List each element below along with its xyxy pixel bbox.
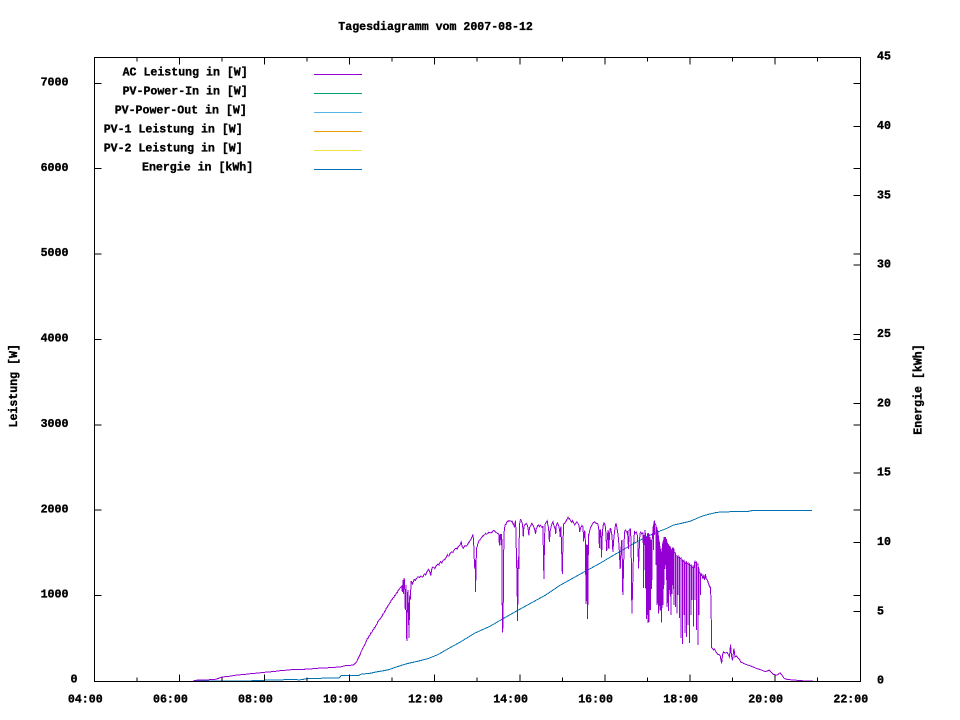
svg-text:30: 30: [877, 258, 891, 272]
svg-text:20: 20: [877, 396, 891, 410]
svg-text:3000: 3000: [41, 417, 69, 431]
svg-text:18:00: 18:00: [663, 693, 698, 707]
svg-text:06:00: 06:00: [153, 693, 188, 707]
svg-text:40: 40: [877, 119, 891, 133]
svg-text:6000: 6000: [41, 161, 69, 175]
svg-text:Energie [kWh]: Energie [kWh]: [912, 344, 926, 434]
svg-text:PV-1 Leistung in [W]: PV-1 Leistung in [W]: [104, 123, 243, 137]
svg-text:15: 15: [877, 466, 891, 480]
svg-text:5: 5: [877, 604, 884, 618]
svg-text:PV-Power-In in [W]: PV-Power-In in [W]: [123, 85, 248, 99]
svg-text:35: 35: [877, 188, 891, 202]
svg-text:12:00: 12:00: [408, 693, 443, 707]
svg-text:7000: 7000: [41, 75, 69, 89]
svg-text:08:00: 08:00: [238, 693, 273, 707]
svg-text:16:00: 16:00: [578, 693, 613, 707]
svg-text:AC Leistung in [W]: AC Leistung in [W]: [123, 66, 248, 80]
svg-text:25: 25: [877, 327, 891, 341]
svg-text:PV-2 Leistung in [W]: PV-2 Leistung in [W]: [104, 142, 243, 156]
svg-text:04:00: 04:00: [68, 693, 103, 707]
svg-text:0: 0: [71, 673, 78, 687]
svg-text:5000: 5000: [41, 246, 69, 260]
svg-text:4000: 4000: [41, 332, 69, 346]
svg-text:10:00: 10:00: [323, 693, 358, 707]
svg-text:10: 10: [877, 535, 891, 549]
svg-text:Energie in [kWh]: Energie in [kWh]: [142, 161, 253, 175]
svg-text:Leistung [W]: Leistung [W]: [7, 344, 21, 427]
svg-text:0: 0: [877, 674, 884, 688]
svg-text:1000: 1000: [41, 588, 69, 602]
svg-text:20:00: 20:00: [748, 693, 783, 707]
svg-text:45: 45: [877, 50, 891, 64]
svg-text:2000: 2000: [41, 502, 69, 516]
svg-text:PV-Power-Out in [W]: PV-Power-Out in [W]: [115, 104, 247, 118]
svg-text:22:00: 22:00: [833, 693, 868, 707]
svg-text:14:00: 14:00: [493, 693, 528, 707]
svg-text:Tagesdiagramm vom 2007-08-12: Tagesdiagramm vom 2007-08-12: [338, 20, 533, 34]
